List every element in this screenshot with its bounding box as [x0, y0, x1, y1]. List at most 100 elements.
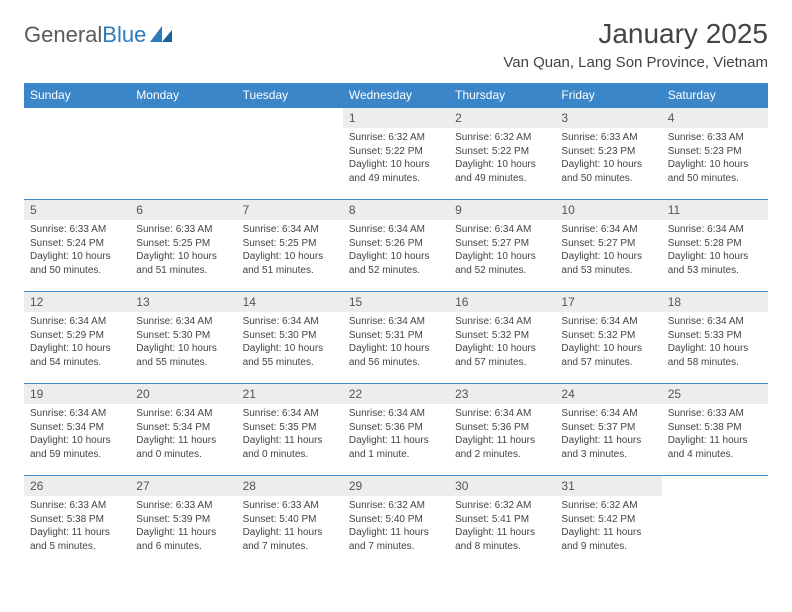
day-number: 7 [237, 200, 343, 220]
day-content: Sunrise: 6:34 AMSunset: 5:28 PMDaylight:… [662, 220, 768, 280]
day-number [237, 108, 343, 128]
weekday-row: SundayMondayTuesdayWednesdayThursdayFrid… [24, 83, 768, 108]
day-content: Sunrise: 6:34 AMSunset: 5:36 PMDaylight:… [449, 404, 555, 464]
day-number: 4 [662, 108, 768, 128]
calendar-cell: 26Sunrise: 6:33 AMSunset: 5:38 PMDayligh… [24, 476, 130, 568]
day-content: Sunrise: 6:34 AMSunset: 5:31 PMDaylight:… [343, 312, 449, 372]
day-number: 23 [449, 384, 555, 404]
location: Van Quan, Lang Son Province, Vietnam [503, 54, 768, 71]
weekday-header: Monday [130, 83, 236, 108]
day-number: 14 [237, 292, 343, 312]
day-number: 28 [237, 476, 343, 496]
month-title: January 2025 [503, 18, 768, 50]
calendar-cell: 4Sunrise: 6:33 AMSunset: 5:23 PMDaylight… [662, 108, 768, 200]
title-block: January 2025 Van Quan, Lang Son Province… [503, 18, 768, 71]
calendar-cell: 14Sunrise: 6:34 AMSunset: 5:30 PMDayligh… [237, 292, 343, 384]
day-number: 3 [555, 108, 661, 128]
day-number: 12 [24, 292, 130, 312]
weekday-header: Wednesday [343, 83, 449, 108]
day-number: 24 [555, 384, 661, 404]
day-number: 10 [555, 200, 661, 220]
calendar-table: SundayMondayTuesdayWednesdayThursdayFrid… [24, 83, 768, 568]
calendar-body: 1Sunrise: 6:32 AMSunset: 5:22 PMDaylight… [24, 108, 768, 568]
weekday-header: Friday [555, 83, 661, 108]
calendar-week-row: 19Sunrise: 6:34 AMSunset: 5:34 PMDayligh… [24, 384, 768, 476]
weekday-header: Tuesday [237, 83, 343, 108]
day-content: Sunrise: 6:33 AMSunset: 5:24 PMDaylight:… [24, 220, 130, 280]
day-content: Sunrise: 6:34 AMSunset: 5:33 PMDaylight:… [662, 312, 768, 372]
calendar-week-row: 12Sunrise: 6:34 AMSunset: 5:29 PMDayligh… [24, 292, 768, 384]
day-content: Sunrise: 6:34 AMSunset: 5:35 PMDaylight:… [237, 404, 343, 464]
calendar-cell [130, 108, 236, 200]
calendar-cell: 13Sunrise: 6:34 AMSunset: 5:30 PMDayligh… [130, 292, 236, 384]
day-content: Sunrise: 6:34 AMSunset: 5:27 PMDaylight:… [555, 220, 661, 280]
day-content: Sunrise: 6:34 AMSunset: 5:37 PMDaylight:… [555, 404, 661, 464]
day-content: Sunrise: 6:32 AMSunset: 5:40 PMDaylight:… [343, 496, 449, 556]
calendar-cell: 19Sunrise: 6:34 AMSunset: 5:34 PMDayligh… [24, 384, 130, 476]
day-content: Sunrise: 6:32 AMSunset: 5:22 PMDaylight:… [449, 128, 555, 188]
day-number: 20 [130, 384, 236, 404]
day-content: Sunrise: 6:32 AMSunset: 5:42 PMDaylight:… [555, 496, 661, 556]
weekday-header: Thursday [449, 83, 555, 108]
weekday-header: Saturday [662, 83, 768, 108]
calendar-cell: 28Sunrise: 6:33 AMSunset: 5:40 PMDayligh… [237, 476, 343, 568]
day-content: Sunrise: 6:34 AMSunset: 5:32 PMDaylight:… [449, 312, 555, 372]
calendar-cell: 5Sunrise: 6:33 AMSunset: 5:24 PMDaylight… [24, 200, 130, 292]
calendar-cell: 21Sunrise: 6:34 AMSunset: 5:35 PMDayligh… [237, 384, 343, 476]
header: GeneralBlue January 2025 Van Quan, Lang … [24, 18, 768, 71]
calendar-week-row: 26Sunrise: 6:33 AMSunset: 5:38 PMDayligh… [24, 476, 768, 568]
day-content: Sunrise: 6:34 AMSunset: 5:30 PMDaylight:… [130, 312, 236, 372]
calendar-cell: 1Sunrise: 6:32 AMSunset: 5:22 PMDaylight… [343, 108, 449, 200]
day-content: Sunrise: 6:33 AMSunset: 5:39 PMDaylight:… [130, 496, 236, 556]
day-number: 1 [343, 108, 449, 128]
calendar-cell: 23Sunrise: 6:34 AMSunset: 5:36 PMDayligh… [449, 384, 555, 476]
day-number: 19 [24, 384, 130, 404]
calendar-cell: 15Sunrise: 6:34 AMSunset: 5:31 PMDayligh… [343, 292, 449, 384]
day-number: 9 [449, 200, 555, 220]
calendar-week-row: 1Sunrise: 6:32 AMSunset: 5:22 PMDaylight… [24, 108, 768, 200]
day-content: Sunrise: 6:34 AMSunset: 5:34 PMDaylight:… [130, 404, 236, 464]
day-content: Sunrise: 6:34 AMSunset: 5:27 PMDaylight:… [449, 220, 555, 280]
day-number: 15 [343, 292, 449, 312]
day-content: Sunrise: 6:34 AMSunset: 5:29 PMDaylight:… [24, 312, 130, 372]
calendar-cell: 16Sunrise: 6:34 AMSunset: 5:32 PMDayligh… [449, 292, 555, 384]
calendar-week-row: 5Sunrise: 6:33 AMSunset: 5:24 PMDaylight… [24, 200, 768, 292]
day-number: 30 [449, 476, 555, 496]
calendar-cell: 8Sunrise: 6:34 AMSunset: 5:26 PMDaylight… [343, 200, 449, 292]
day-number [662, 476, 768, 496]
calendar-cell [237, 108, 343, 200]
day-content: Sunrise: 6:34 AMSunset: 5:36 PMDaylight:… [343, 404, 449, 464]
calendar-head: SundayMondayTuesdayWednesdayThursdayFrid… [24, 83, 768, 108]
brand-part1: General [24, 22, 102, 47]
calendar-cell: 20Sunrise: 6:34 AMSunset: 5:34 PMDayligh… [130, 384, 236, 476]
day-content: Sunrise: 6:34 AMSunset: 5:34 PMDaylight:… [24, 404, 130, 464]
day-number [130, 108, 236, 128]
calendar-cell: 24Sunrise: 6:34 AMSunset: 5:37 PMDayligh… [555, 384, 661, 476]
day-number: 17 [555, 292, 661, 312]
day-number: 22 [343, 384, 449, 404]
day-content: Sunrise: 6:32 AMSunset: 5:41 PMDaylight:… [449, 496, 555, 556]
day-number: 8 [343, 200, 449, 220]
day-content: Sunrise: 6:33 AMSunset: 5:40 PMDaylight:… [237, 496, 343, 556]
calendar-cell: 29Sunrise: 6:32 AMSunset: 5:40 PMDayligh… [343, 476, 449, 568]
calendar-cell: 18Sunrise: 6:34 AMSunset: 5:33 PMDayligh… [662, 292, 768, 384]
calendar-cell [24, 108, 130, 200]
day-number: 5 [24, 200, 130, 220]
calendar-cell: 17Sunrise: 6:34 AMSunset: 5:32 PMDayligh… [555, 292, 661, 384]
brand-text: GeneralBlue [24, 22, 146, 48]
brand-logo: GeneralBlue [24, 18, 172, 48]
day-content: Sunrise: 6:34 AMSunset: 5:25 PMDaylight:… [237, 220, 343, 280]
day-content: Sunrise: 6:33 AMSunset: 5:23 PMDaylight:… [555, 128, 661, 188]
day-content: Sunrise: 6:33 AMSunset: 5:23 PMDaylight:… [662, 128, 768, 188]
calendar-cell: 11Sunrise: 6:34 AMSunset: 5:28 PMDayligh… [662, 200, 768, 292]
calendar-cell: 12Sunrise: 6:34 AMSunset: 5:29 PMDayligh… [24, 292, 130, 384]
brand-mark-icon [150, 24, 172, 47]
calendar-cell: 22Sunrise: 6:34 AMSunset: 5:36 PMDayligh… [343, 384, 449, 476]
calendar-cell: 9Sunrise: 6:34 AMSunset: 5:27 PMDaylight… [449, 200, 555, 292]
day-number: 11 [662, 200, 768, 220]
day-number: 26 [24, 476, 130, 496]
calendar-cell: 25Sunrise: 6:33 AMSunset: 5:38 PMDayligh… [662, 384, 768, 476]
day-content: Sunrise: 6:32 AMSunset: 5:22 PMDaylight:… [343, 128, 449, 188]
calendar-cell: 2Sunrise: 6:32 AMSunset: 5:22 PMDaylight… [449, 108, 555, 200]
day-number: 27 [130, 476, 236, 496]
